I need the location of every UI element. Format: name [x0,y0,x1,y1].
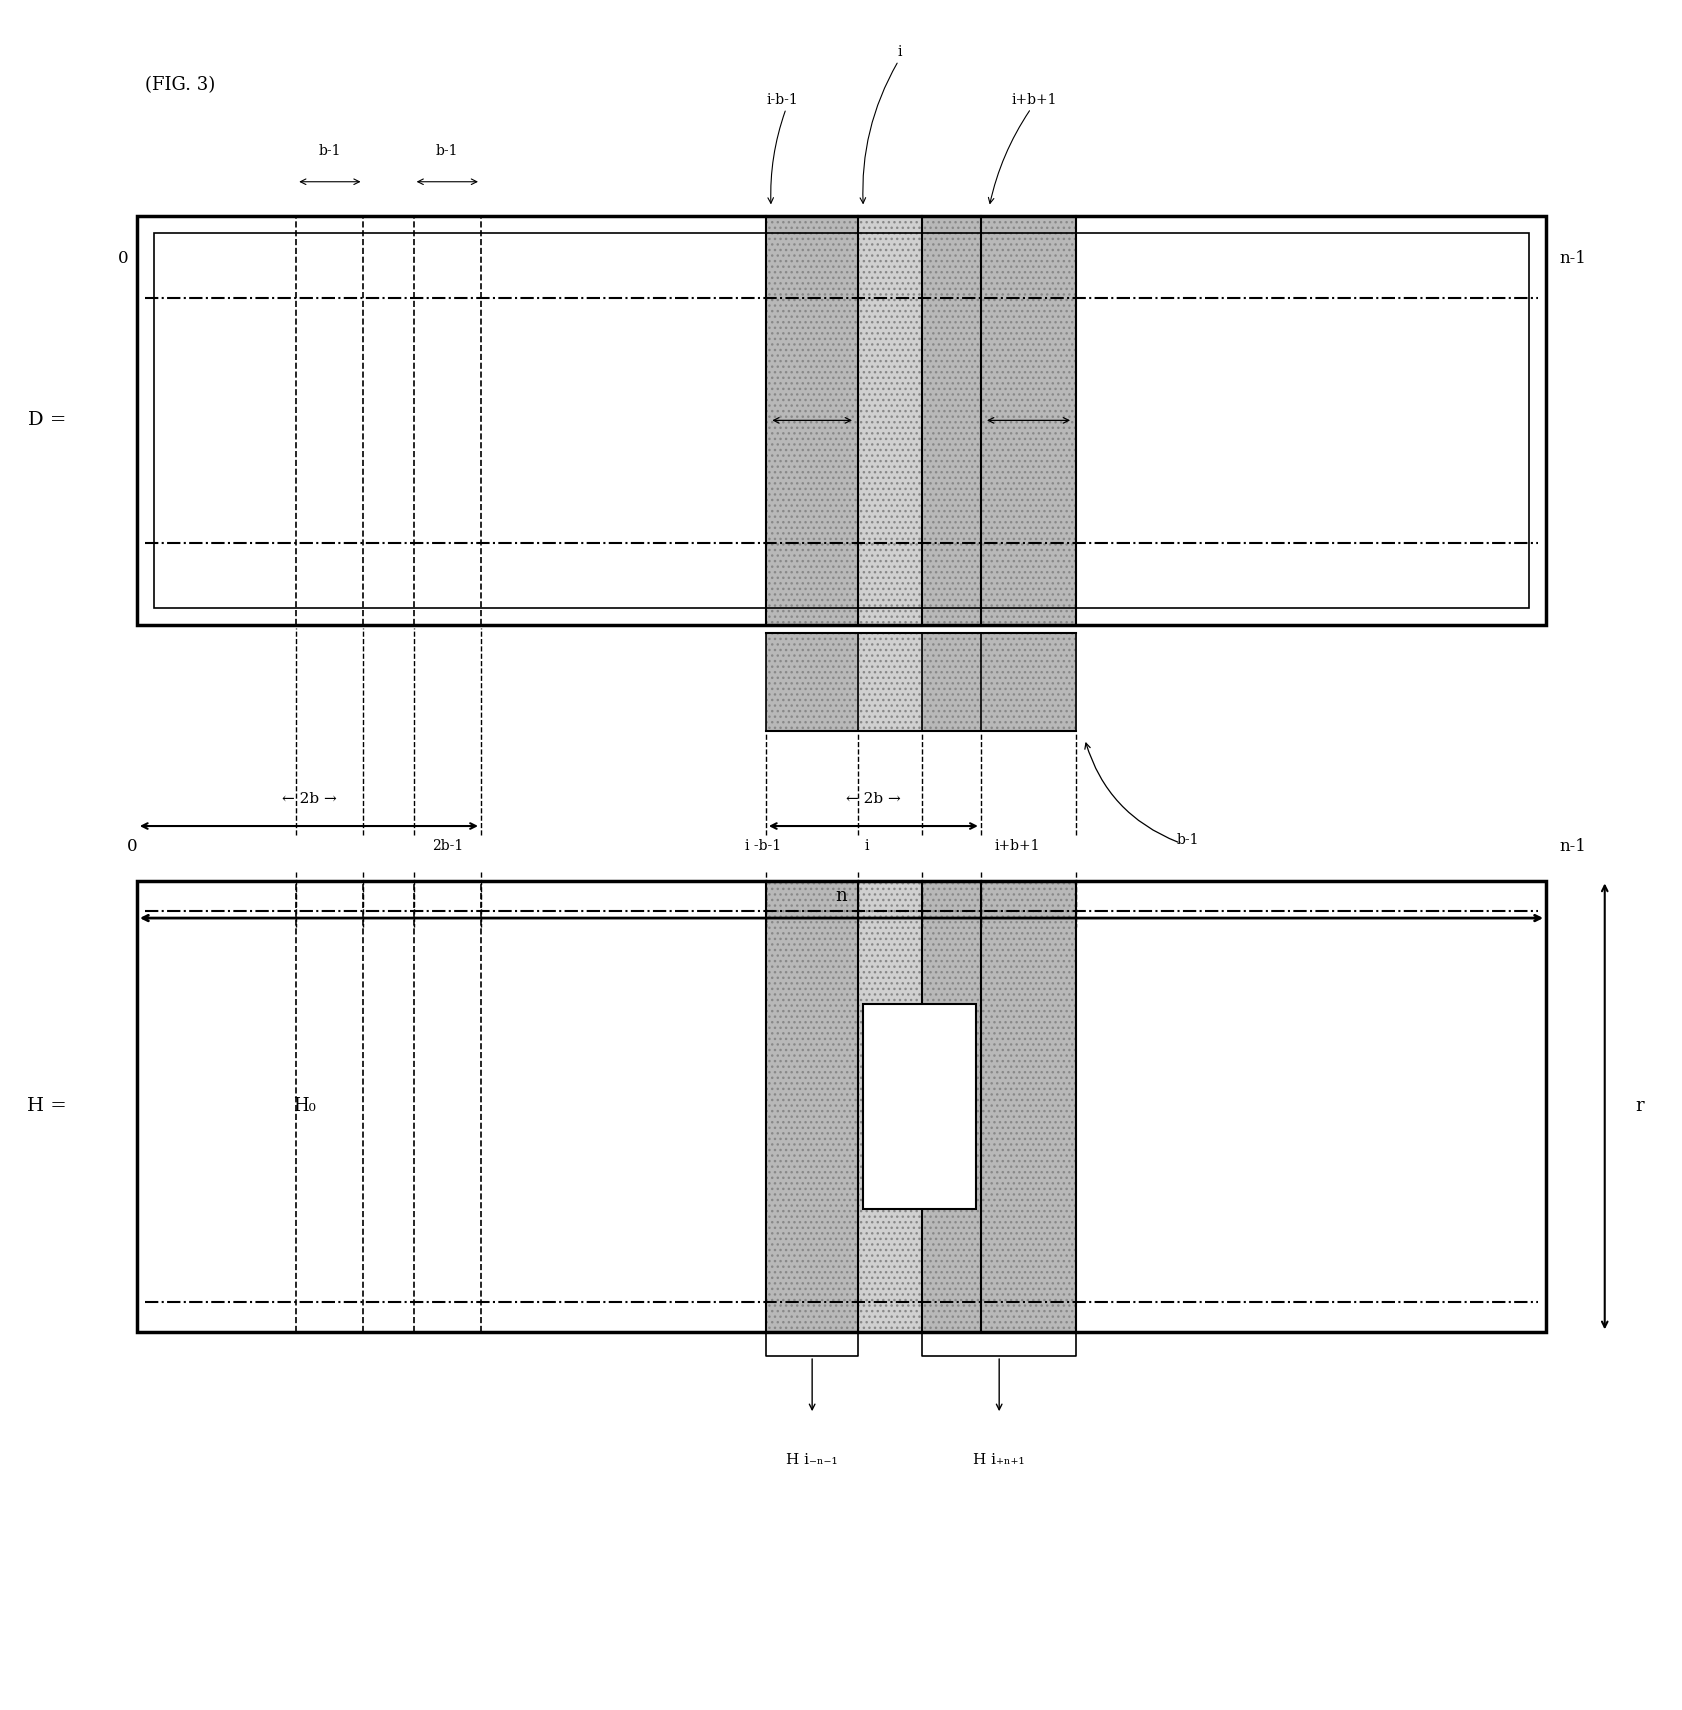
Text: b-1: b-1 [1176,833,1199,846]
Bar [153,233,1529,607]
Bar [765,881,858,1332]
Bar [858,633,922,730]
Text: ← 2b →: ← 2b → [281,792,336,805]
Text: H =: H = [27,1098,67,1115]
Bar [136,881,1546,1332]
Text: 0: 0 [118,250,128,267]
Bar [922,215,1076,624]
Text: r: r [1633,1098,1643,1115]
Text: 2b-1: 2b-1 [431,840,463,853]
Bar [136,215,1546,624]
Text: D =: D = [29,412,67,429]
Bar [922,881,1076,1332]
Text: H i₊ₙ₊₁: H i₊ₙ₊₁ [972,1454,1024,1467]
Text: n: n [836,887,846,905]
Text: H₀: H₀ [293,1098,316,1115]
Text: i-b-1: i-b-1 [767,92,799,108]
Text: i -b-1: i -b-1 [743,840,780,853]
Text: i+b+1: i+b+1 [994,840,1039,853]
Text: n-1: n-1 [1559,250,1586,267]
Bar [765,215,858,624]
Text: ← 2b →: ← 2b → [846,792,900,805]
Bar [858,881,922,1332]
Text: (FIG. 3): (FIG. 3) [145,75,215,94]
Text: Hᴵ: Hᴵ [908,1098,928,1115]
Bar [863,1004,976,1209]
Text: H i₋ₙ₋₁: H i₋ₙ₋₁ [785,1454,838,1467]
Bar [765,633,858,730]
Text: b-1: b-1 [318,144,341,157]
Bar [922,633,1076,730]
Text: n-1: n-1 [1559,838,1586,855]
Bar [858,215,922,624]
Text: i: i [898,44,902,60]
Text: 0: 0 [126,838,138,855]
Text: b-1: b-1 [436,144,458,157]
Text: i: i [865,840,868,853]
Text: i+b+1: i+b+1 [1011,92,1056,108]
